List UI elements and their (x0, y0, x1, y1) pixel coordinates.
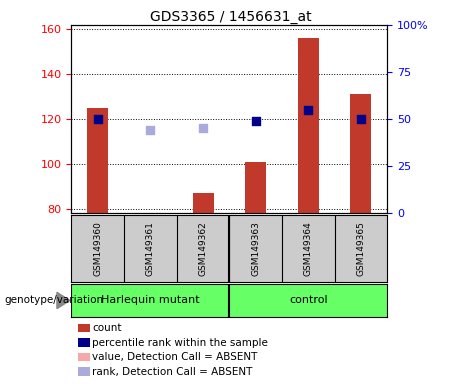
Text: GSM149365: GSM149365 (356, 221, 366, 276)
Text: Harlequin mutant: Harlequin mutant (101, 295, 200, 306)
Text: GSM149364: GSM149364 (304, 221, 313, 276)
Text: rank, Detection Call = ABSENT: rank, Detection Call = ABSENT (92, 367, 253, 377)
Point (147, 127, 154, 133)
Point (199, 125, 207, 131)
Text: value, Detection Call = ABSENT: value, Detection Call = ABSENT (92, 352, 258, 362)
Point (94, 116, 101, 122)
Bar (193, 193, 213, 213)
Text: GSM149360: GSM149360 (93, 221, 102, 276)
Bar (350, 94, 372, 213)
Bar (298, 38, 319, 213)
Polygon shape (57, 292, 70, 309)
Text: GDS3365 / 1456631_at: GDS3365 / 1456631_at (150, 10, 311, 23)
Text: GSM149361: GSM149361 (146, 221, 155, 276)
Text: percentile rank within the sample: percentile rank within the sample (92, 338, 268, 348)
Bar (87, 108, 108, 213)
Text: GSM149363: GSM149363 (251, 221, 260, 276)
Point (357, 116, 365, 122)
Point (252, 118, 260, 124)
Text: control: control (289, 295, 328, 306)
Text: GSM149362: GSM149362 (199, 221, 207, 276)
Text: count: count (92, 323, 122, 333)
Point (305, 107, 312, 113)
Bar (245, 162, 266, 213)
Text: genotype/variation: genotype/variation (5, 295, 104, 306)
